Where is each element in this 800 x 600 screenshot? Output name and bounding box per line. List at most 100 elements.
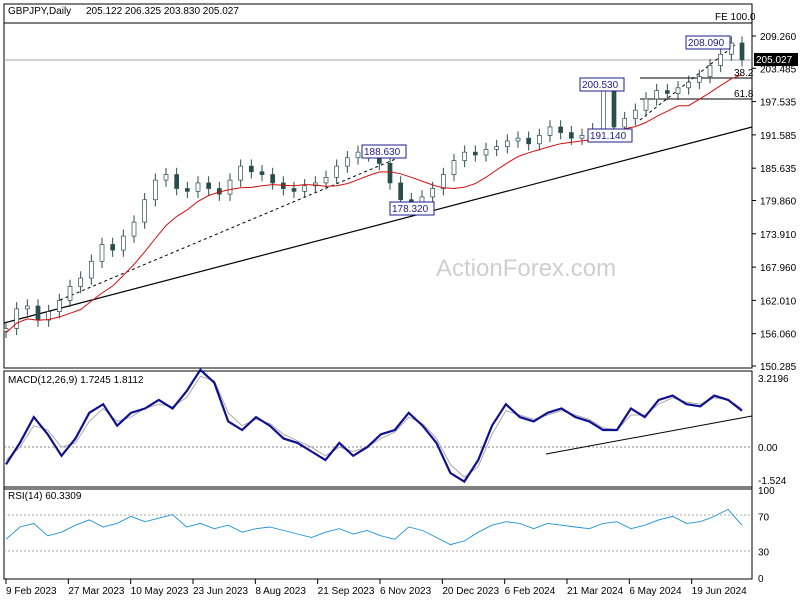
candle-body — [99, 244, 105, 262]
candle-body — [174, 174, 180, 189]
candle-body — [600, 84, 606, 131]
candle-body — [664, 90, 670, 94]
candle-body — [643, 98, 649, 111]
candle-body — [323, 176, 329, 184]
candle-body — [568, 132, 574, 139]
watermark: ActionForex.com — [436, 255, 616, 282]
candle-body — [88, 260, 94, 279]
annot-188630-text: 188.630 — [364, 147, 401, 158]
candle-body — [675, 87, 681, 94]
date-tick-label: 19 Jun 2024 — [692, 586, 747, 597]
fe100-label: FE 100.0 — [715, 12, 756, 23]
candle-body — [440, 174, 446, 189]
candle-body — [259, 171, 265, 175]
long-term-trendline — [3, 126, 753, 324]
candle-body — [472, 151, 478, 156]
candle-body — [142, 199, 148, 223]
moving-average-line — [5, 74, 743, 334]
rsi-axis: 100 70 30 0 — [758, 486, 775, 585]
rsi-tick-label: 100 — [758, 486, 775, 497]
candle-body — [558, 126, 564, 133]
date-tick-label: 6 Nov 2023 — [380, 586, 432, 597]
candle-body — [334, 165, 340, 178]
price-panel-frame — [3, 3, 753, 369]
fib61-label: 61.8 — [734, 89, 754, 100]
price-tick-label: 156.060 — [760, 330, 797, 341]
date-tick-label: 23 Jun 2023 — [193, 586, 248, 597]
macd-tick-label: -1.524 — [758, 476, 787, 487]
price-title: GBPJPY,Daily — [8, 6, 71, 17]
macd-axis: 3.2196 0.00 -1.524 — [758, 374, 789, 487]
candle-body — [248, 165, 254, 173]
candle-body — [451, 160, 457, 175]
candle-body — [547, 126, 553, 136]
macd-panel-frame — [3, 370, 753, 490]
price-tick-label: 173.910 — [760, 230, 797, 241]
candle-body — [462, 151, 468, 161]
candle-body — [56, 300, 62, 312]
candle-body — [302, 185, 308, 192]
candle-body — [312, 182, 318, 187]
rsi-tick-label: 70 — [758, 512, 770, 523]
fib38-label: 38.2 — [734, 68, 754, 79]
candle-body — [504, 140, 510, 147]
candle-body — [398, 182, 404, 201]
candle-body — [184, 188, 190, 192]
annot-178320-text: 178.320 — [392, 204, 429, 215]
annot-191140: 191.140 — [587, 128, 633, 143]
date-tick-label: 27 Mar 2023 — [68, 586, 125, 597]
candle-body — [67, 286, 73, 301]
candles-group — [3, 36, 745, 338]
candle-body — [163, 174, 169, 181]
price-tick-label: 191.585 — [760, 131, 797, 142]
candle-body — [238, 165, 244, 181]
ohlc-header: 205.122 206.325 203.830 205.027 — [86, 6, 239, 17]
candle-body — [110, 244, 116, 251]
price-tick-label: 203.485 — [760, 64, 797, 75]
candle-body — [515, 137, 521, 142]
rsi-line — [5, 508, 743, 546]
rsi-tick-label: 30 — [758, 548, 770, 559]
candle-body — [131, 221, 137, 237]
current-price-tag — [754, 53, 798, 66]
candle-body — [696, 76, 702, 83]
candle-body — [430, 188, 436, 198]
candle-body — [46, 311, 52, 321]
date-tick-label: 9 Feb 2023 — [6, 586, 57, 597]
candle-body — [718, 53, 724, 66]
date-tick-label: 6 May 2024 — [629, 586, 682, 597]
candle-body — [536, 135, 542, 145]
candle-body — [622, 118, 628, 128]
price-tick-label: 209.260 — [760, 32, 797, 43]
candle-body — [35, 305, 41, 321]
macd-signal-line — [5, 375, 743, 478]
candle-body — [3, 328, 9, 332]
price-tick-label: 162.010 — [760, 296, 797, 307]
date-axis: 9 Feb 2023 27 Mar 2023 10 May 2023 23 Jun 2… — [5, 579, 747, 597]
candle-body — [686, 81, 692, 89]
date-tick-label: 20 Dec 2023 — [442, 586, 499, 597]
rsi-tick-label: 0 — [758, 574, 764, 585]
date-tick-label: 6 Feb 2024 — [505, 586, 556, 597]
rsi-panel-frame — [3, 486, 753, 580]
current-price-value: 205.027 — [756, 55, 793, 66]
annot-188630: 188.630 — [361, 144, 407, 159]
annot-208090: 208.090 — [685, 35, 731, 50]
candle-body — [206, 182, 212, 189]
candle-body — [494, 146, 500, 150]
date-tick-label: 10 May 2023 — [131, 586, 189, 597]
price-tick-label: 167.960 — [760, 263, 797, 274]
candle-body — [387, 163, 393, 184]
candle-body — [152, 179, 158, 201]
candle-body — [739, 42, 745, 61]
candle-body — [195, 182, 201, 192]
date-tick-label: 21 Sep 2023 — [318, 586, 375, 597]
macd-main-line — [5, 368, 743, 484]
candle-body — [483, 149, 489, 156]
price-tick-label: 197.535 — [760, 98, 797, 109]
rsi-title: RSI(14) 60.3309 — [8, 491, 82, 502]
date-tick-label: 21 Mar 2024 — [567, 586, 624, 597]
annot-208090-text: 208.090 — [688, 38, 725, 49]
